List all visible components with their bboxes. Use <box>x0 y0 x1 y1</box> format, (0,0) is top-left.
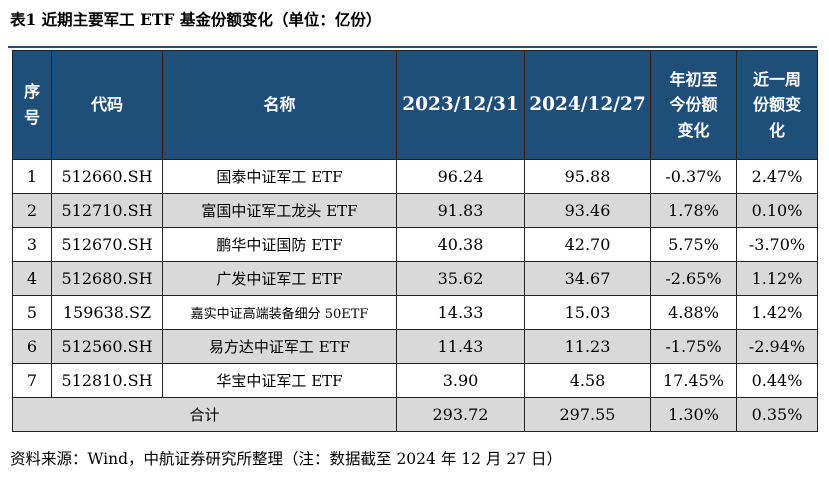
cell-name: 富国中证军工龙头 ETF <box>162 193 397 228</box>
cell-2023: 96.24 <box>396 159 525 194</box>
cell-code: 512560.SH <box>51 329 163 364</box>
table-row: 2 512710.SH 富国中证军工龙头 ETF 91.83 93.46 1.7… <box>12 193 818 228</box>
cell-code: 159638.SZ <box>51 295 163 330</box>
cell-ytd: -2.65% <box>650 261 737 296</box>
header-ytd-change: 年初至 今份额 变化 <box>650 50 737 160</box>
header-2024: 2024/12/27 <box>524 50 651 160</box>
cell-no: 3 <box>12 227 52 262</box>
cell-week: 1.12% <box>736 261 818 296</box>
header-2023: 2023/12/31 <box>396 50 525 160</box>
table-row: 5 159638.SZ 嘉实中证高端装备细分 50ETF 14.33 15.03… <box>12 295 818 330</box>
cell-name: 国泰中证军工 ETF <box>162 159 397 194</box>
cell-2024: 11.23 <box>524 329 651 364</box>
total-ytd: 1.30% <box>650 397 737 432</box>
cell-no: 5 <box>12 295 52 330</box>
cell-no: 6 <box>12 329 52 364</box>
total-label: 合计 <box>12 397 397 432</box>
cell-week: 0.44% <box>736 363 818 398</box>
cell-code: 512680.SH <box>51 261 163 296</box>
cell-no: 4 <box>12 261 52 296</box>
cell-week: 1.42% <box>736 295 818 330</box>
cell-code: 512710.SH <box>51 193 163 228</box>
cell-name: 易方达中证军工 ETF <box>162 329 397 364</box>
title-rule <box>8 46 817 48</box>
header-week-change: 近一周 份额变化 <box>736 50 818 160</box>
cell-week: 2.47% <box>736 159 818 194</box>
table-row: 6 512560.SH 易方达中证军工 ETF 11.43 11.23 -1.7… <box>12 329 818 364</box>
cell-week: -3.70% <box>736 227 818 262</box>
cell-name: 嘉实中证高端装备细分 50ETF <box>162 295 397 330</box>
cell-no: 2 <box>12 193 52 228</box>
cell-2024: 4.58 <box>524 363 651 398</box>
cell-week: -2.94% <box>736 329 818 364</box>
total-2024: 297.55 <box>524 397 651 432</box>
cell-2024: 95.88 <box>524 159 651 194</box>
cell-code: 512810.SH <box>51 363 163 398</box>
table-row: 1 512660.SH 国泰中证军工 ETF 96.24 95.88 -0.37… <box>12 159 818 194</box>
cell-ytd: -0.37% <box>650 159 737 194</box>
cell-code: 512660.SH <box>51 159 163 194</box>
cell-2023: 91.83 <box>396 193 525 228</box>
cell-2024: 42.70 <box>524 227 651 262</box>
total-week: 0.35% <box>736 397 818 432</box>
header-row: 序号 代码 名称 2023/12/31 2024/12/27 年初至 今份额 变化 … <box>12 50 818 160</box>
source-note: 资料来源：Wind，中航证券研究所整理（注：数据截至 2024 年 12 月 2… <box>10 450 562 468</box>
header-name: 名称 <box>162 50 397 160</box>
cell-2023: 40.38 <box>396 227 525 262</box>
table-title: 表1 近期主要军工 ETF 基金份额变化（单位：亿份） <box>10 10 382 29</box>
cell-2023: 35.62 <box>396 261 525 296</box>
cell-ytd: 17.45% <box>650 363 737 398</box>
cell-2024: 93.46 <box>524 193 651 228</box>
total-row: 合计 293.72 297.55 1.30% 0.35% <box>12 397 818 432</box>
cell-2023: 3.90 <box>396 363 525 398</box>
cell-2024: 15.03 <box>524 295 651 330</box>
table-row: 3 512670.SH 鹏华中证国防 ETF 40.38 42.70 5.75%… <box>12 227 818 262</box>
header-no: 序号 <box>12 50 52 160</box>
cell-name: 广发中证军工 ETF <box>162 261 397 296</box>
cell-2024: 34.67 <box>524 261 651 296</box>
cell-ytd: 5.75% <box>650 227 737 262</box>
cell-ytd: 1.78% <box>650 193 737 228</box>
cell-no: 1 <box>12 159 52 194</box>
cell-name: 鹏华中证国防 ETF <box>162 227 397 262</box>
cell-ytd: 4.88% <box>650 295 737 330</box>
table-row: 7 512810.SH 华宝中证军工 ETF 3.90 4.58 17.45% … <box>12 363 818 398</box>
header-code: 代码 <box>51 50 163 160</box>
cell-name: 华宝中证军工 ETF <box>162 363 397 398</box>
cell-week: 0.10% <box>736 193 818 228</box>
cell-no: 7 <box>12 363 52 398</box>
cell-2023: 14.33 <box>396 295 525 330</box>
table-row: 4 512680.SH 广发中证军工 ETF 35.62 34.67 -2.65… <box>12 261 818 296</box>
cell-code: 512670.SH <box>51 227 163 262</box>
cell-2023: 11.43 <box>396 329 525 364</box>
cell-ytd: -1.75% <box>650 329 737 364</box>
etf-share-table: 序号 代码 名称 2023/12/31 2024/12/27 年初至 今份额 变化 … <box>12 50 818 432</box>
total-2023: 293.72 <box>396 397 525 432</box>
